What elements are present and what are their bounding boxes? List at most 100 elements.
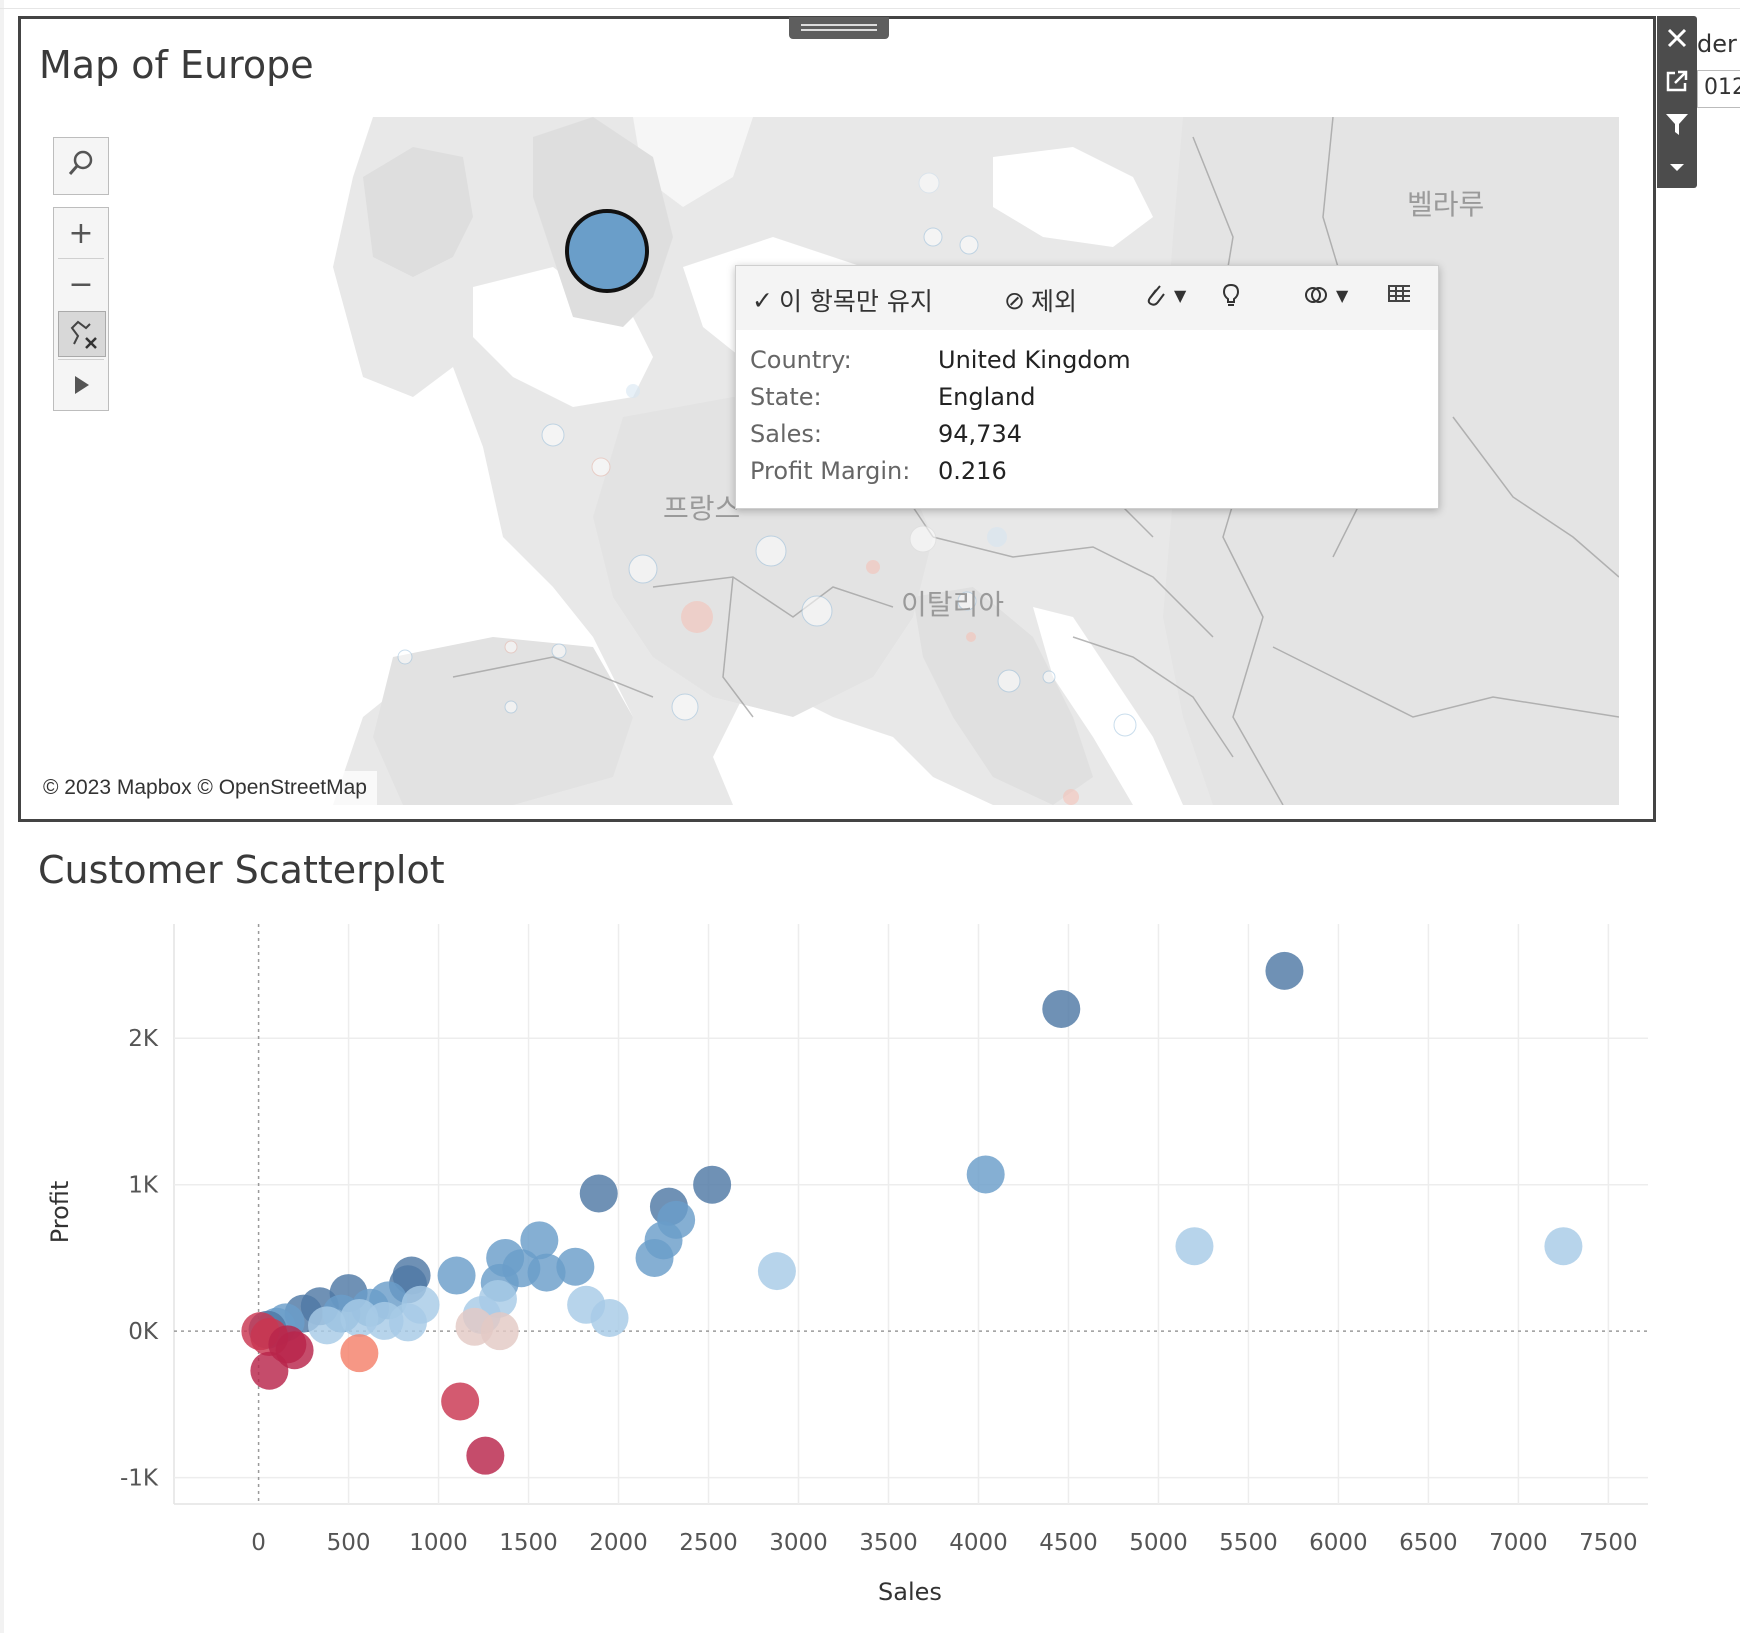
tooltip-value: 0.216: [938, 457, 1007, 485]
tooltip-key: Sales:: [750, 420, 822, 448]
tooltip-key: State:: [750, 383, 822, 411]
scatter-point[interactable]: [388, 1303, 427, 1342]
close-button[interactable]: [1657, 16, 1697, 59]
map-attribution[interactable]: © 2023 Mapbox © OpenStreetMap: [33, 771, 377, 805]
clear-pin-button[interactable]: [58, 311, 106, 357]
europe-map[interactable]: [33, 117, 1619, 805]
window-left-edge: [0, 0, 4, 1633]
y-tick-label: 2K: [128, 1026, 159, 1052]
zoom-in-button[interactable]: +: [68, 215, 94, 251]
table-icon: [1388, 285, 1410, 302]
y-tick-label: 1K: [128, 1173, 159, 1199]
scatter-point[interactable]: [480, 1312, 519, 1351]
close-icon: [1667, 28, 1687, 47]
tooltip-toolbar: ✓ 이 항목만 유지 ⊘ 제외 ▼: [736, 266, 1438, 330]
group-members-button[interactable]: ▼: [1142, 282, 1186, 308]
top-divider: [0, 8, 1740, 9]
x-tick-label: 6000: [1309, 1530, 1368, 1556]
y-tick-label: -1K: [120, 1466, 159, 1492]
x-tick-label: 4500: [1039, 1530, 1098, 1556]
scatter-point[interactable]: [590, 1298, 629, 1337]
customer-scatterplot[interactable]: 0 500 1000 1500 2000 2500 3000 3500 4000 4500 5000…: [0, 900, 1740, 1633]
pin-clear-icon: [70, 320, 97, 349]
set-button[interactable]: ▼: [1302, 282, 1348, 308]
map-title: Map of Europe: [39, 43, 314, 87]
play-icon: [75, 376, 89, 394]
selected-mark[interactable]: [565, 209, 649, 293]
x-tick-label: 3500: [859, 1530, 918, 1556]
map-label-france: 프랑스: [663, 492, 741, 525]
filter-value-partial[interactable]: 012: [1697, 70, 1740, 108]
x-tick-label: 7000: [1489, 1530, 1548, 1556]
more-options-button[interactable]: [1657, 145, 1697, 188]
scatter-point[interactable]: [275, 1331, 314, 1370]
y-tick-label: 0K: [128, 1319, 159, 1345]
map-search-toolbar: [53, 137, 109, 195]
map-label-belarus: 벨라루: [1407, 188, 1485, 221]
filter-label-partial: der I: [1697, 30, 1740, 58]
map-area[interactable]: 프랑스 이탈리아 벨라루 + −: [33, 117, 1619, 805]
scatter-title: Customer Scatterplot: [38, 848, 445, 892]
scatter-point[interactable]: [340, 1334, 379, 1373]
view-data-button[interactable]: [1386, 282, 1412, 304]
scatter-point[interactable]: [520, 1221, 559, 1260]
scatter-point[interactable]: [437, 1256, 476, 1295]
x-tick-label: 6500: [1399, 1530, 1458, 1556]
map-label-italy: 이탈리아: [901, 588, 1005, 621]
tooltip-value: United Kingdom: [938, 346, 1131, 374]
filter-icon: [1666, 113, 1688, 135]
popout-icon: [1666, 70, 1688, 91]
zoom-out-button[interactable]: −: [68, 266, 94, 302]
play-button[interactable]: [54, 360, 108, 410]
check-icon: ✓: [752, 285, 773, 315]
scatter-point[interactable]: [966, 1155, 1005, 1194]
x-axis-ticks: 0 500 1000 1500 2000 2500 3000 3500 4000 4500 5000…: [251, 1530, 1637, 1556]
toolbar-separator: [58, 258, 104, 259]
scatter-point[interactable]: [1175, 1227, 1214, 1266]
scatter-point[interactable]: [556, 1247, 595, 1286]
x-tick-label: 2500: [679, 1530, 738, 1556]
x-tick-label: 1500: [499, 1530, 558, 1556]
exclude-icon: ⊘: [1004, 285, 1025, 315]
x-tick-label: 2000: [589, 1530, 648, 1556]
scatter-point[interactable]: [1544, 1227, 1583, 1266]
chevron-down-icon: ▼: [1174, 285, 1187, 305]
paperclip-icon: [1147, 285, 1165, 306]
keep-only-label: 이 항목만 유지: [778, 287, 933, 316]
tooltip-value: England: [938, 383, 1036, 411]
exclude-label: 제외: [1030, 287, 1077, 316]
explain-data-button[interactable]: [1220, 282, 1242, 308]
scatter-point[interactable]: [466, 1436, 505, 1475]
scatter-point[interactable]: [250, 1351, 289, 1390]
x-tick-label: 3000: [769, 1530, 828, 1556]
scatter-point[interactable]: [757, 1252, 796, 1291]
scatter-point[interactable]: [579, 1174, 618, 1213]
keep-only-button[interactable]: ✓ 이 항목만 유지: [752, 282, 933, 318]
lightbulb-icon: [1222, 283, 1240, 306]
scatter-points[interactable]: [241, 951, 1583, 1475]
exclude-button[interactable]: ⊘ 제외: [1004, 282, 1077, 318]
x-tick-label: 1000: [409, 1530, 468, 1556]
x-tick-label: 5500: [1219, 1530, 1278, 1556]
x-tick-label: 500: [327, 1530, 371, 1556]
map-tooltip[interactable]: ✓ 이 항목만 유지 ⊘ 제외 ▼: [735, 265, 1439, 509]
map-panel[interactable]: Map of Europe: [18, 16, 1656, 822]
tooltip-key: Profit Margin:: [750, 457, 911, 485]
popout-button[interactable]: [1657, 59, 1697, 102]
sheet-side-toolbar: [1657, 16, 1697, 188]
scatter-point[interactable]: [635, 1238, 674, 1277]
filter-button[interactable]: [1657, 102, 1697, 145]
scatter-point[interactable]: [441, 1382, 480, 1421]
scatter-point[interactable]: [307, 1306, 346, 1345]
tooltip-row-state: State: England: [750, 383, 1035, 411]
set-icon: [1305, 287, 1327, 303]
map-search-button[interactable]: [54, 138, 108, 188]
drag-handle-icon[interactable]: [789, 17, 889, 39]
x-tick-label: 0: [251, 1530, 266, 1556]
tooltip-row-country: Country: United Kingdom: [750, 346, 1131, 374]
scatter-point[interactable]: [1265, 951, 1304, 990]
x-tick-label: 7500: [1579, 1530, 1638, 1556]
scatter-point[interactable]: [693, 1165, 732, 1204]
y-gridlines: [174, 1037, 1648, 1479]
scatter-point[interactable]: [1042, 989, 1081, 1028]
